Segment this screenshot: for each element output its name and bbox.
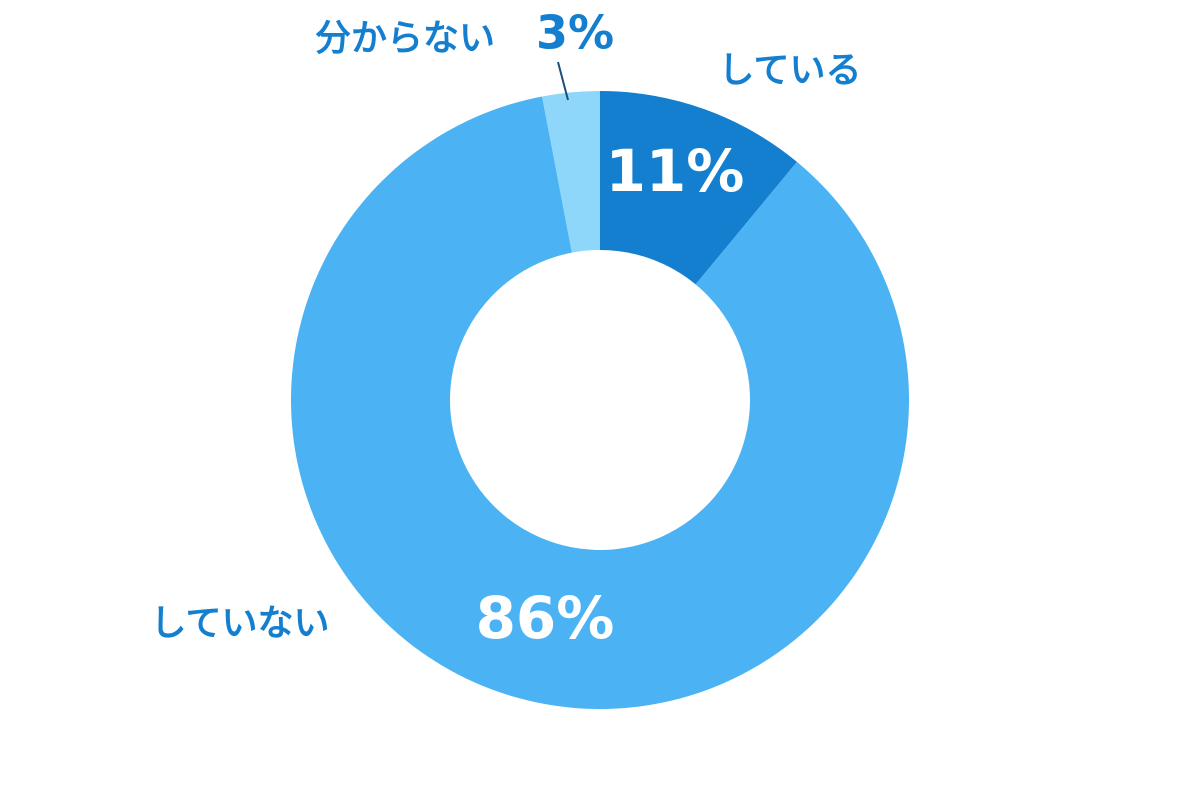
leader-line [557,61,569,101]
value-label: 3% [536,6,614,60]
donut-slice [291,96,909,710]
category-label: 分からない [315,18,495,59]
donut-slice [542,91,600,253]
category-label: している [719,50,862,91]
donut-slice [600,91,797,285]
category-label: していない [151,603,330,644]
value-label: 86% [476,584,615,652]
value-label: 11% [606,137,745,205]
